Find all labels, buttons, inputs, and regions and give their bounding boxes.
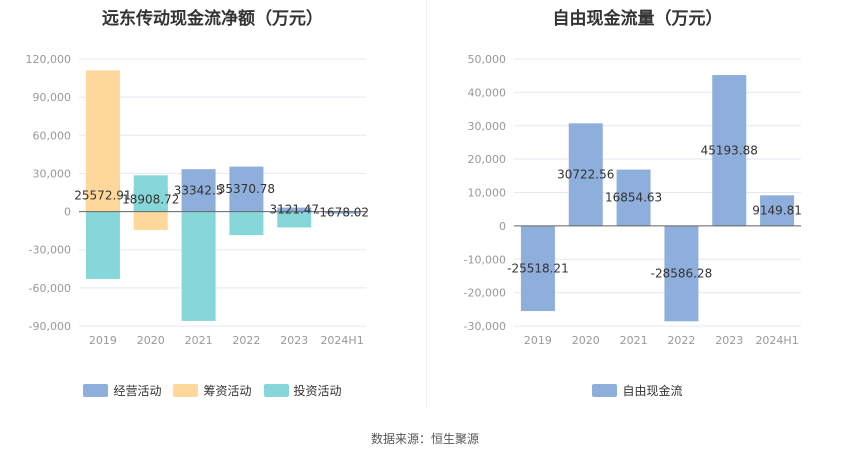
data-source-note: 数据来源：恒生聚源 bbox=[370, 432, 479, 446]
bar-2023 bbox=[277, 211, 312, 228]
bar-2020 bbox=[568, 123, 603, 226]
bar-2023 bbox=[712, 75, 747, 226]
y-tick-label: 0 bbox=[64, 206, 71, 219]
cash-flow-net-plot: -90,000 -60,000 -30,000 0 30,000 60,000 90,000… bbox=[26, 53, 370, 347]
data-label: 9149.81 bbox=[752, 204, 802, 218]
chart-legend: 经营活动 筹资活动 投资活动 bbox=[0, 382, 425, 399]
data-label: 30722.56 bbox=[557, 168, 614, 182]
bar-2020 bbox=[133, 211, 168, 231]
bar-2021 bbox=[181, 169, 216, 212]
bar-2022 bbox=[229, 211, 264, 236]
bar-2019 bbox=[85, 70, 120, 212]
legend-item[interactable]: 自由现金流 bbox=[592, 382, 683, 399]
y-tick-label: 30,000 bbox=[33, 167, 72, 180]
data-label: -25518.21 bbox=[507, 261, 569, 275]
data-label: -1678.02 bbox=[315, 206, 369, 220]
legend-label: 经营活动 bbox=[113, 384, 162, 398]
bar-2022 bbox=[664, 225, 699, 322]
x-tick-label: 2022 bbox=[667, 334, 695, 347]
legend-swatch bbox=[592, 384, 618, 397]
legend-label: 自由现金流 bbox=[622, 384, 683, 398]
y-tick-label: -30,000 bbox=[29, 244, 71, 257]
x-tick-label: 2024H1 bbox=[755, 334, 798, 347]
y-tick-label: -10,000 bbox=[464, 253, 506, 266]
x-tick-label: 2019 bbox=[89, 334, 117, 347]
data-label: 45193.88 bbox=[701, 143, 758, 157]
y-tick-label: -60,000 bbox=[29, 282, 71, 295]
bar-2023 bbox=[277, 207, 312, 212]
data-label: 3121.47 bbox=[269, 203, 319, 217]
y-tick-label: 30,000 bbox=[468, 120, 507, 133]
y-tick-label: -20,000 bbox=[464, 287, 506, 300]
bar-2019 bbox=[85, 211, 120, 279]
x-tick-label: 2023 bbox=[280, 334, 308, 347]
cash-flow-net-chart: 远东传动现金流净额（万元） -90,000 -60,000 -30,000 0 30,0… bbox=[0, 0, 425, 420]
data-label: 18908.72 bbox=[122, 193, 179, 207]
bar-2024H1 bbox=[760, 195, 795, 226]
x-tick-label: 2022 bbox=[232, 334, 260, 347]
panel-divider bbox=[426, 0, 427, 408]
legend-swatch bbox=[83, 384, 109, 397]
legend-item[interactable]: 筹资活动 bbox=[173, 382, 252, 399]
data-label: 25572.91 bbox=[74, 188, 131, 202]
y-tick-label: 120,000 bbox=[26, 53, 72, 66]
x-tick-label: 2021 bbox=[185, 334, 213, 347]
x-tick-label: 2020 bbox=[572, 334, 600, 347]
data-label: 33342.5 bbox=[174, 183, 224, 197]
chart-title: 远东传动现金流净额（万元） bbox=[102, 9, 323, 29]
free-cash-flow-plot: -30,000 -20,000 -10,000 0 10,000 20,000 30,000… bbox=[464, 53, 802, 347]
bar-2020 bbox=[133, 175, 168, 212]
legend-label: 筹资活动 bbox=[203, 384, 252, 398]
data-label: 35370.78 bbox=[218, 182, 275, 196]
bar-2019 bbox=[520, 225, 555, 312]
y-tick-label: -30,000 bbox=[464, 320, 506, 333]
bar-2021 bbox=[181, 211, 216, 321]
bar-2022 bbox=[229, 166, 264, 212]
free-cash-flow-chart: 自由现金流量（万元） -30,000 -20,000 -10,000 0 10,000 2… bbox=[425, 0, 850, 420]
data-label: -28586.28 bbox=[651, 267, 713, 281]
y-tick-label: 0 bbox=[499, 220, 506, 233]
legend-item[interactable]: 经营活动 bbox=[83, 382, 161, 399]
y-tick-label: 50,000 bbox=[468, 53, 507, 66]
chart-legend: 自由现金流 bbox=[425, 382, 850, 399]
bar-2024H1 bbox=[325, 211, 360, 214]
y-tick-label: 20,000 bbox=[468, 153, 507, 166]
y-tick-label: 60,000 bbox=[33, 129, 72, 142]
chart-title: 自由现金流量（万元） bbox=[552, 9, 723, 29]
y-tick-label: -90,000 bbox=[29, 320, 71, 333]
bar-2021 bbox=[616, 169, 651, 226]
y-tick-label: 40,000 bbox=[468, 86, 507, 99]
x-tick-label: 2021 bbox=[620, 334, 648, 347]
y-tick-label: 10,000 bbox=[468, 187, 507, 200]
x-tick-label: 2023 bbox=[715, 334, 743, 347]
legend-swatch bbox=[173, 384, 199, 397]
legend-item[interactable]: 投资活动 bbox=[263, 382, 342, 399]
x-tick-label: 2024H1 bbox=[320, 334, 363, 347]
legend-label: 投资活动 bbox=[293, 384, 342, 398]
data-label: 16854.63 bbox=[605, 191, 662, 205]
x-tick-label: 2019 bbox=[524, 334, 552, 347]
x-tick-label: 2020 bbox=[137, 334, 165, 347]
y-tick-label: 90,000 bbox=[33, 91, 72, 104]
legend-swatch bbox=[263, 384, 289, 397]
